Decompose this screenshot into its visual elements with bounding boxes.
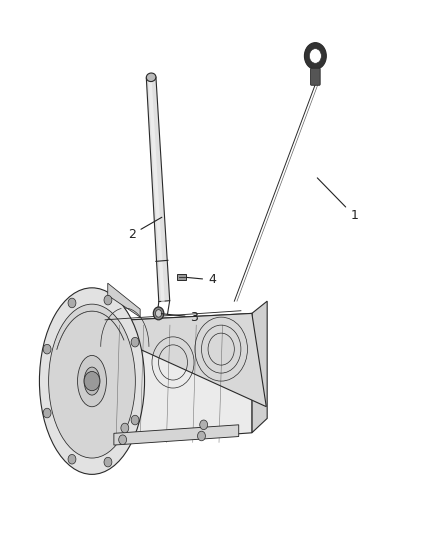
Circle shape xyxy=(119,435,127,445)
Circle shape xyxy=(304,43,326,69)
Text: 1: 1 xyxy=(317,178,358,222)
Polygon shape xyxy=(81,313,252,445)
Polygon shape xyxy=(146,77,170,302)
Polygon shape xyxy=(252,301,267,433)
Circle shape xyxy=(43,344,51,354)
Circle shape xyxy=(198,431,205,441)
Circle shape xyxy=(68,455,76,464)
Text: 2: 2 xyxy=(128,217,162,241)
Circle shape xyxy=(104,457,112,467)
Ellipse shape xyxy=(49,304,135,458)
Circle shape xyxy=(43,408,51,418)
Polygon shape xyxy=(177,274,186,280)
Polygon shape xyxy=(108,283,140,317)
FancyBboxPatch shape xyxy=(311,68,320,85)
Circle shape xyxy=(131,415,139,425)
Circle shape xyxy=(68,298,76,308)
Circle shape xyxy=(121,423,129,433)
Circle shape xyxy=(131,337,139,347)
Polygon shape xyxy=(114,425,239,445)
Text: 4: 4 xyxy=(187,273,216,286)
Ellipse shape xyxy=(84,367,100,395)
Ellipse shape xyxy=(39,288,145,474)
Polygon shape xyxy=(81,313,266,407)
Circle shape xyxy=(155,310,162,317)
Circle shape xyxy=(153,307,164,320)
Circle shape xyxy=(84,372,100,391)
Ellipse shape xyxy=(78,356,106,407)
Circle shape xyxy=(104,295,112,305)
Text: 3: 3 xyxy=(161,311,198,324)
Circle shape xyxy=(200,420,208,430)
Circle shape xyxy=(309,49,321,63)
Ellipse shape xyxy=(146,73,156,82)
